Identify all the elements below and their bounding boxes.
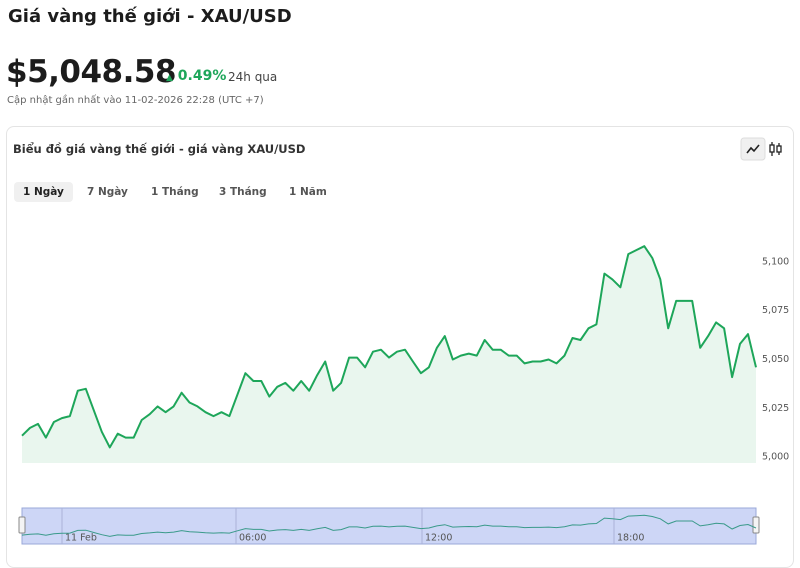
change: ▲ 0.49% [166,68,227,84]
line-icon [746,144,760,154]
tab[interactable]: 1 Ngày [14,182,73,202]
candle-button[interactable] [769,142,782,156]
area [22,246,756,463]
navigator-handle[interactable] [18,516,26,534]
y-tick-label: 5,075 [762,305,789,316]
navigator-line [21,514,757,537]
chart-type-toggle [740,137,782,161]
navigator-label: 12:00 [425,533,452,544]
line [21,245,757,449]
tab[interactable]: 1 Tháng [151,186,199,198]
y-tick-label: 5,000 [762,452,789,463]
updated: Cập nhật gần nhất vào 11-02-2026 22:28 (… [7,95,264,106]
y-tick-label: 5,025 [762,403,789,414]
navigator-handle[interactable] [752,516,760,534]
tab[interactable]: 1 Năm [289,186,327,198]
tab[interactable]: 7 Ngày [87,186,128,198]
navigator[interactable] [21,507,757,545]
chart-title: Biểu đồ giá vàng thế giới - giá vàng XAU… [13,142,306,156]
price: $5,048.58 [6,54,177,90]
navigator-label: 06:00 [239,533,266,544]
navigator-label: 11 Feb [65,533,97,544]
y-tick-label: 5,100 [762,256,789,267]
navigator-dividers [61,508,615,544]
tab[interactable]: 3 Tháng [219,186,267,198]
navigator-label: 18:00 [617,533,644,544]
page-title: Giá vàng thế giới - XAU/USD [8,6,292,27]
period: 24h qua [228,70,278,84]
y-tick-label: 5,050 [762,354,789,365]
change-value: 0.49% [177,68,227,84]
